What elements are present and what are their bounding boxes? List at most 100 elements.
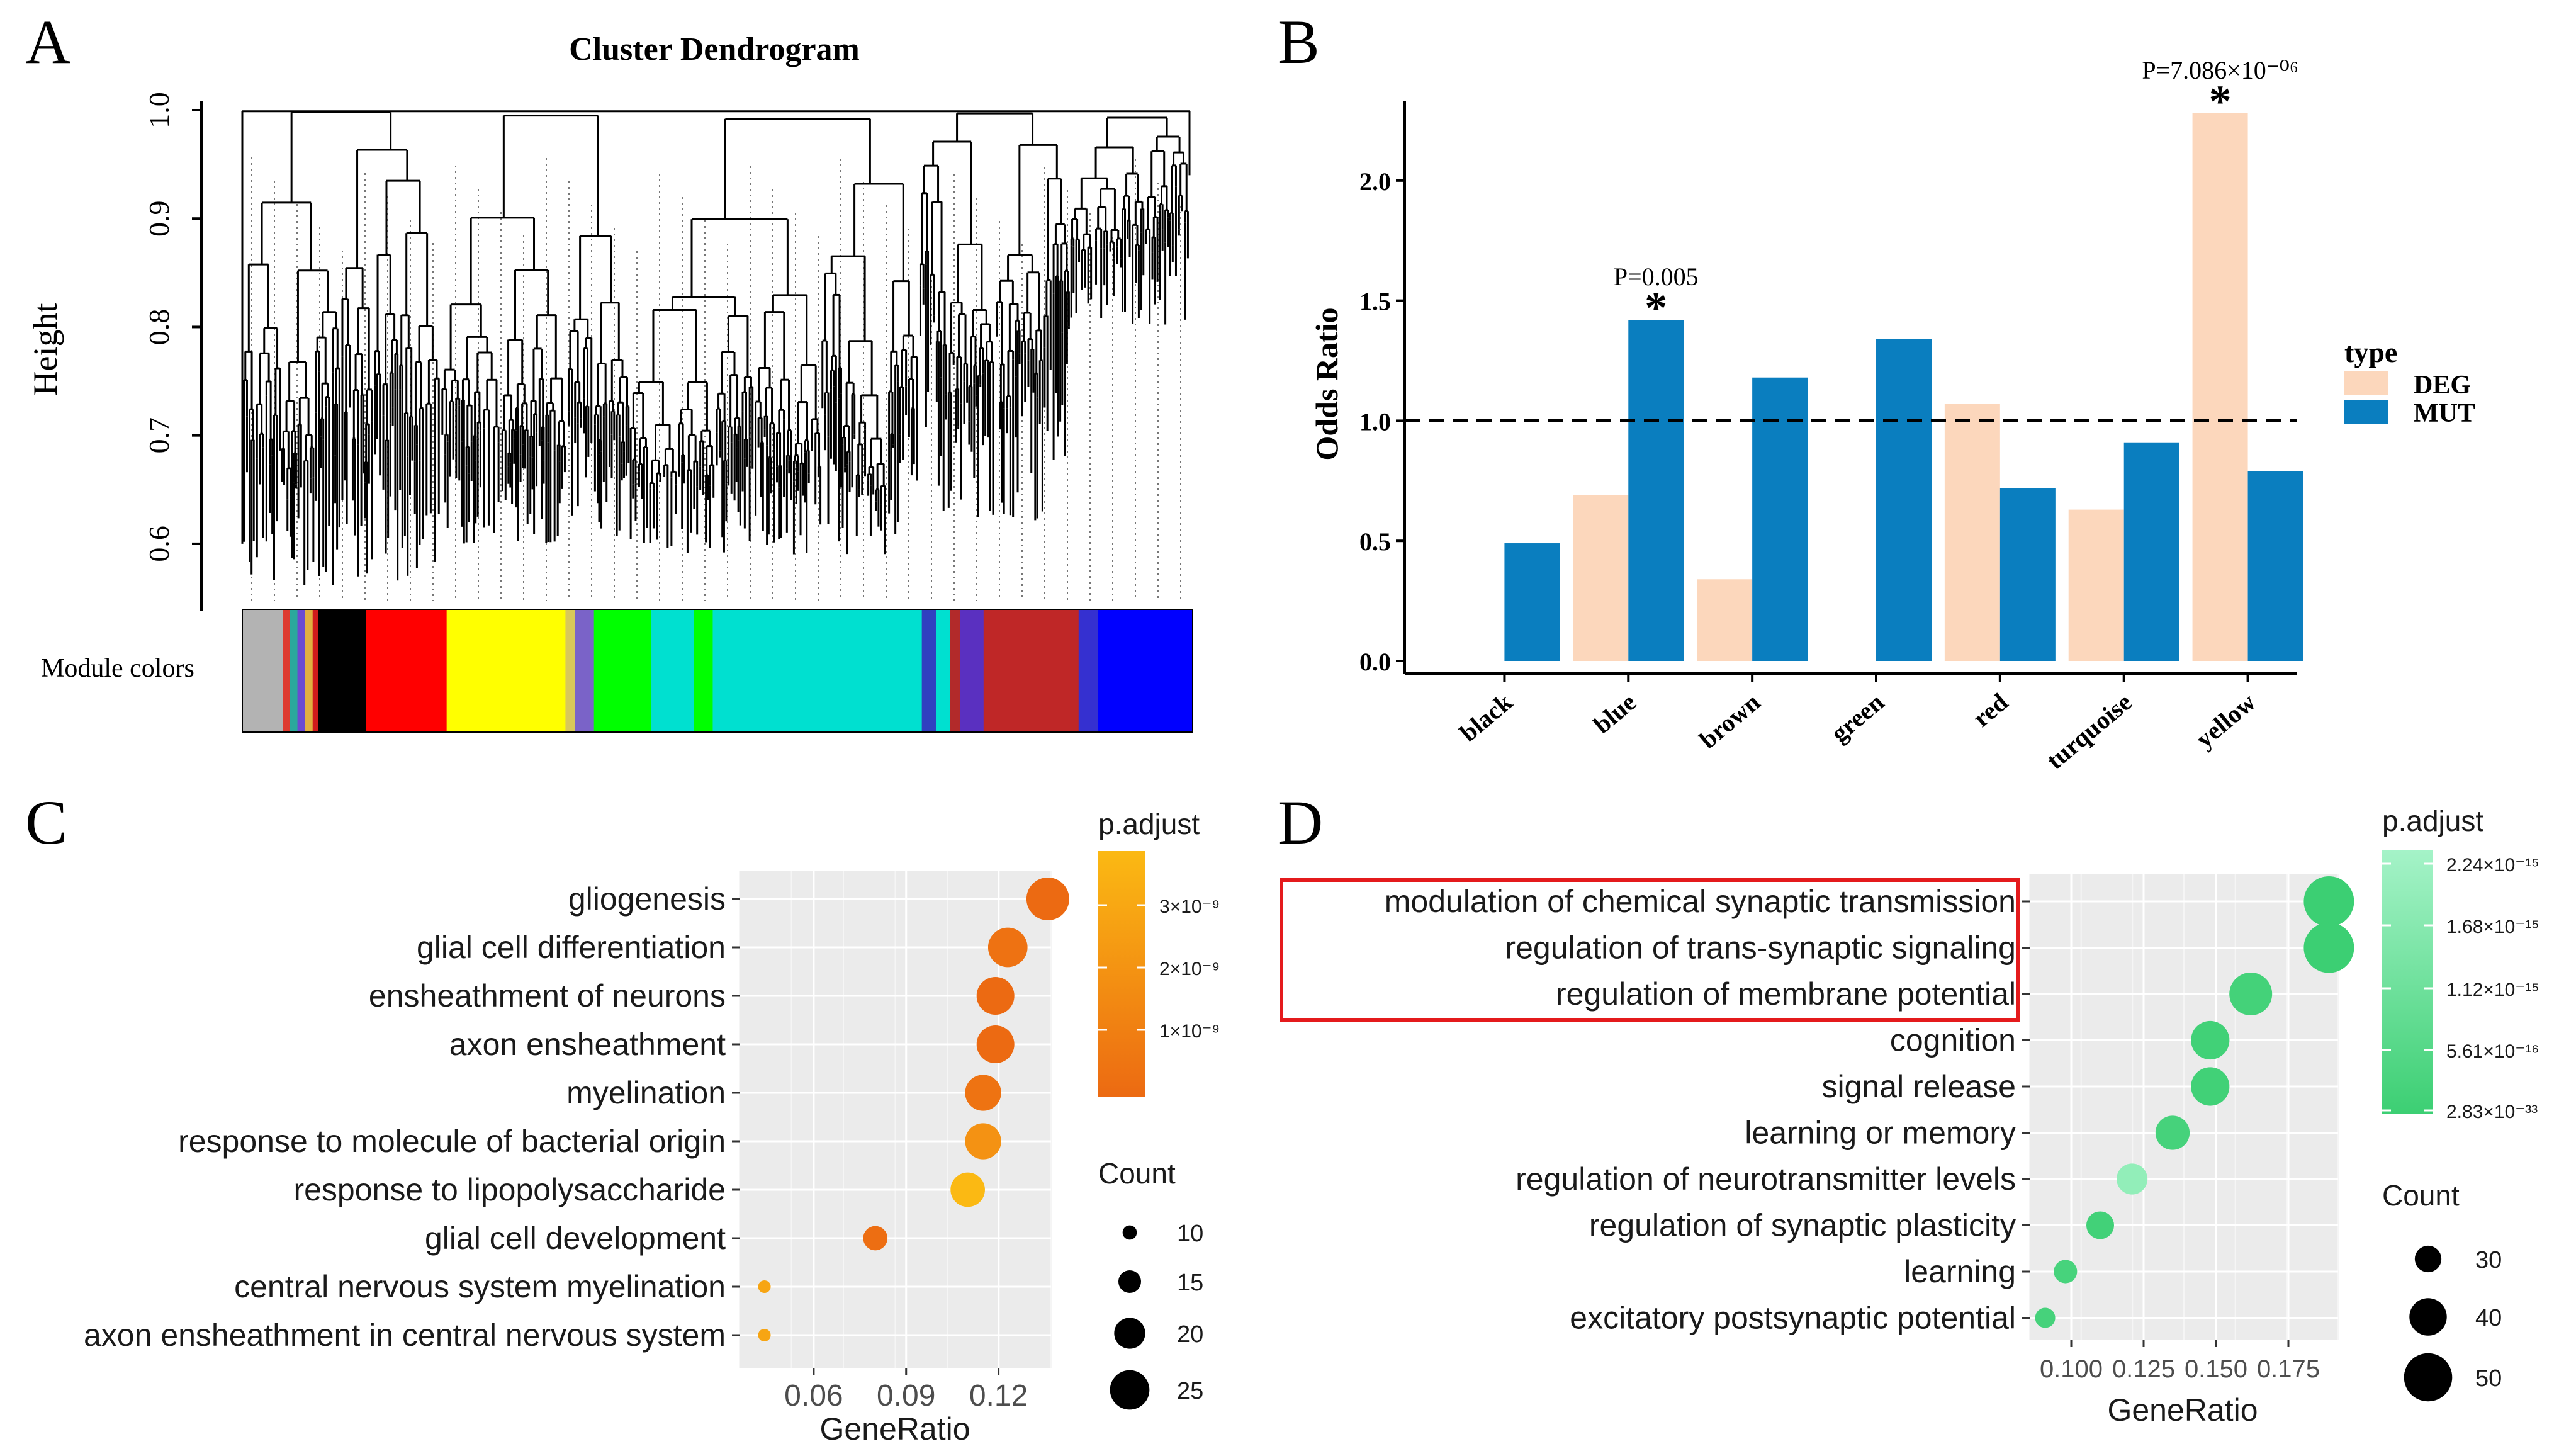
odds-ratio-annotations: *P=0.005*P=7.086×10⁻⁰⁶ (1614, 56, 2298, 333)
y-tick-label: 1.0 (143, 92, 175, 128)
module-color-segment (290, 609, 298, 732)
term-dot (965, 1123, 1001, 1160)
size-legend-dot (1122, 1225, 1137, 1240)
color-legend-label: 5.61×10⁻¹⁶ (2446, 1041, 2539, 1062)
term-label: modulation of chemical synaptic transmis… (1385, 884, 2016, 919)
size-legend-dot (2404, 1353, 2453, 1402)
term-dot (2191, 1067, 2230, 1106)
bar-deg-turquoise (2068, 509, 2124, 661)
dendrogram-panel: Cluster Dendrogram Height 0.6 0.7 0.8 0.9 1.… (26, 31, 1193, 733)
module-color-segment (318, 609, 338, 732)
y-tick-label: 0.7 (143, 417, 175, 454)
bar-deg-brown (1697, 579, 1753, 661)
y-tick-label: 0.9 (143, 200, 175, 237)
module-colors-label: Module colors (41, 654, 194, 683)
p-value-label: P=0.005 (1614, 262, 1699, 291)
x-tick-label: 0.125 (2112, 1355, 2175, 1383)
size-legend-dot (2409, 1298, 2447, 1336)
bar-deg-red (1944, 404, 2000, 661)
legend-title-type: type (2344, 336, 2397, 368)
c-size-legend-title: Count (1098, 1157, 1176, 1190)
x-tick-label: 0.150 (2185, 1355, 2247, 1383)
bar-deg-blue (1573, 495, 1629, 661)
module-color-segment (565, 609, 576, 732)
term-dot (2191, 1020, 2230, 1060)
b-x-tick-label: turquoise (2041, 687, 2137, 774)
module-color-segment (921, 609, 937, 732)
module-color-segment (712, 609, 923, 732)
color-legend-label: 3×10⁻⁹ (1159, 896, 1220, 917)
term-label: glial cell development (425, 1221, 726, 1256)
term-dot (950, 1172, 985, 1207)
size-legend-dot (1118, 1270, 1141, 1293)
term-dot (965, 1075, 1001, 1111)
module-color-segment (651, 609, 695, 732)
module-color-bar-frame (242, 609, 1193, 733)
color-legend-label: 1.12×10⁻¹⁵ (2446, 979, 2539, 1000)
legend-swatch-deg (2344, 371, 2388, 395)
d-color-legend-bar (2382, 850, 2433, 1114)
c-x-ticks: 0.06 0.09 0.12 (784, 1368, 1028, 1413)
term-label: regulation of neurotransmitter levels (1516, 1161, 2016, 1197)
size-legend-label: 30 (2475, 1247, 2502, 1273)
d-size-legend: 30 40 50 (2404, 1245, 2502, 1402)
d-color-legend-title: p.adjust (2382, 804, 2483, 837)
highlight-box (1280, 878, 2020, 1022)
b-x-tick-label: black (1454, 687, 1518, 747)
size-legend-label: 15 (1177, 1270, 1203, 1296)
c-color-legend-title: p.adjust (1098, 808, 1200, 840)
term-label: gliogenesis (568, 881, 726, 917)
significance-star: * (2209, 76, 2232, 127)
color-legend-label: 2×10⁻⁹ (1159, 959, 1220, 979)
module-color-segment (305, 609, 313, 732)
b-y-tick-label: 1.5 (1359, 288, 1391, 316)
color-legend-label: 1×10⁻⁹ (1159, 1021, 1220, 1042)
term-label: response to lipopolysaccharide (293, 1172, 726, 1207)
size-legend-label: 40 (2475, 1305, 2502, 1331)
module-color-segment (575, 609, 595, 732)
term-dot (2035, 1307, 2056, 1328)
go-enrichment-panel-c: gliogenesis glial cell differentiation ens… (84, 808, 1220, 1447)
term-dot (863, 1226, 888, 1251)
term-label: cognition (1890, 1023, 2016, 1058)
bar-mut-turquoise (2123, 442, 2179, 661)
color-legend-label: 1.68×10⁻¹⁵ (2446, 917, 2539, 937)
bar-mut-red (1999, 488, 2056, 661)
b-x-tick-label: yellow (2190, 687, 2261, 753)
d-dots (2035, 876, 2354, 1328)
bar-mut-black (1504, 543, 1560, 661)
odds-ratio-bars (1405, 113, 2303, 661)
term-dot (2054, 1260, 2078, 1284)
size-legend-label: 10 (1177, 1221, 1203, 1247)
term-label: regulation of synaptic plasticity (1589, 1208, 2016, 1243)
bar-mut-yellow (2247, 471, 2303, 661)
term-dot (2229, 973, 2273, 1015)
x-tick-label: 0.12 (969, 1379, 1028, 1413)
odds-ratio-legend: type DEG MUT (2344, 336, 2475, 428)
term-label: learning (1904, 1254, 2016, 1289)
b-y-tick-label: 0.5 (1359, 528, 1391, 556)
bar-mut-green (1876, 339, 1932, 661)
term-dot (758, 1280, 771, 1293)
term-label: signal release (1821, 1069, 2016, 1104)
b-x-tick-label: green (1825, 687, 1889, 747)
x-tick-label: 0.06 (784, 1379, 843, 1413)
odds-ratio-axes: 0.0 0.5 1.0 1.5 2.0 black blue brown green red tur… (1359, 101, 2297, 775)
dendrogram-tree (241, 110, 1191, 585)
x-tick-label: 0.175 (2257, 1355, 2320, 1383)
term-dot (2086, 1211, 2114, 1239)
b-x-tick-label: blue (1588, 687, 1641, 739)
size-legend-dot (2414, 1245, 2442, 1273)
bar-deg-yellow (2192, 113, 2248, 661)
module-color-segment (366, 609, 447, 732)
b-x-tick-label: brown (1694, 687, 1765, 753)
module-color-segment (1078, 609, 1098, 732)
d-term-labels: modulation of chemical synaptic transmis… (1385, 884, 2030, 1336)
bar-mut-brown (1752, 377, 1808, 661)
legend-label-deg: DEG (2414, 371, 2471, 400)
term-dot (2303, 876, 2354, 927)
module-color-segment (983, 609, 1079, 732)
module-color-segment (694, 609, 714, 732)
y-tick-label: 0.6 (143, 526, 175, 562)
